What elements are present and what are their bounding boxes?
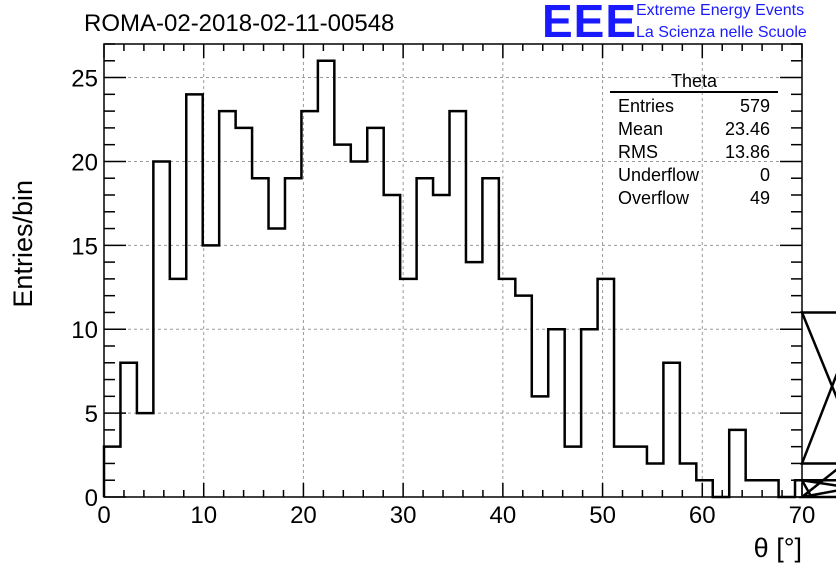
stats-value: 0 — [759, 165, 770, 185]
x-tick-label: 10 — [190, 502, 217, 529]
stats-row-overflow: Overflow 49 — [610, 187, 778, 210]
plot-frame — [103, 43, 803, 498]
x-tick-label: 40 — [490, 502, 517, 529]
y-tick-label: 10 — [71, 317, 98, 344]
stats-label: Overflow — [618, 188, 690, 208]
stats-row-rms: RMS 13.86 — [610, 141, 778, 164]
stats-label: Underflow — [618, 165, 700, 185]
x-tick-label: 50 — [589, 502, 616, 529]
logo-subtitle-2: La Scienza nelle Scuole — [636, 24, 807, 41]
stats-value: 579 — [739, 96, 770, 116]
stats-label: Mean — [618, 119, 664, 139]
stats-row-mean: Mean 23.46 — [610, 118, 778, 141]
stats-title: Theta — [610, 72, 778, 93]
y-axis-label: Entries/bin — [8, 180, 38, 308]
y-tick-label: 0 — [85, 485, 98, 512]
x-tick-label: 60 — [689, 502, 716, 529]
stats-value: 49 — [749, 188, 770, 208]
y-tick-label: 15 — [71, 233, 98, 260]
chart-title: ROMA-02-2018-02-11-00548 — [84, 10, 395, 37]
stats-label: Entries — [618, 96, 675, 116]
x-tick-label: 70 — [789, 502, 816, 529]
x-tick-label: 20 — [290, 502, 317, 529]
eee-logo: EEE — [542, 0, 638, 47]
stats-row-entries: Entries 579 — [610, 95, 778, 118]
stats-row-underflow: Underflow 0 — [610, 164, 778, 187]
x-tick-label: 30 — [390, 502, 417, 529]
y-tick-label: 25 — [71, 66, 98, 93]
logo-subtitle-1: Extreme Energy Events — [636, 2, 805, 19]
y-tick-label: 5 — [85, 401, 98, 428]
stats-value: 23.46 — [724, 119, 770, 139]
y-axis-label-wrap: Entries/bin — [8, 180, 38, 308]
stats-label: RMS — [618, 142, 658, 162]
axes: 0 10 20 30 40 50 60 70 0 5 10 15 20 25 — [71, 43, 816, 529]
stats-box: Theta Entries 579 Mean 23.46 RMS 13.86 U… — [610, 72, 778, 210]
x-axis-label: θ [°] — [753, 533, 802, 563]
y-tick-label: 20 — [71, 149, 98, 176]
x-tick-label: 0 — [97, 502, 110, 529]
stats-value: 13.86 — [724, 142, 770, 162]
